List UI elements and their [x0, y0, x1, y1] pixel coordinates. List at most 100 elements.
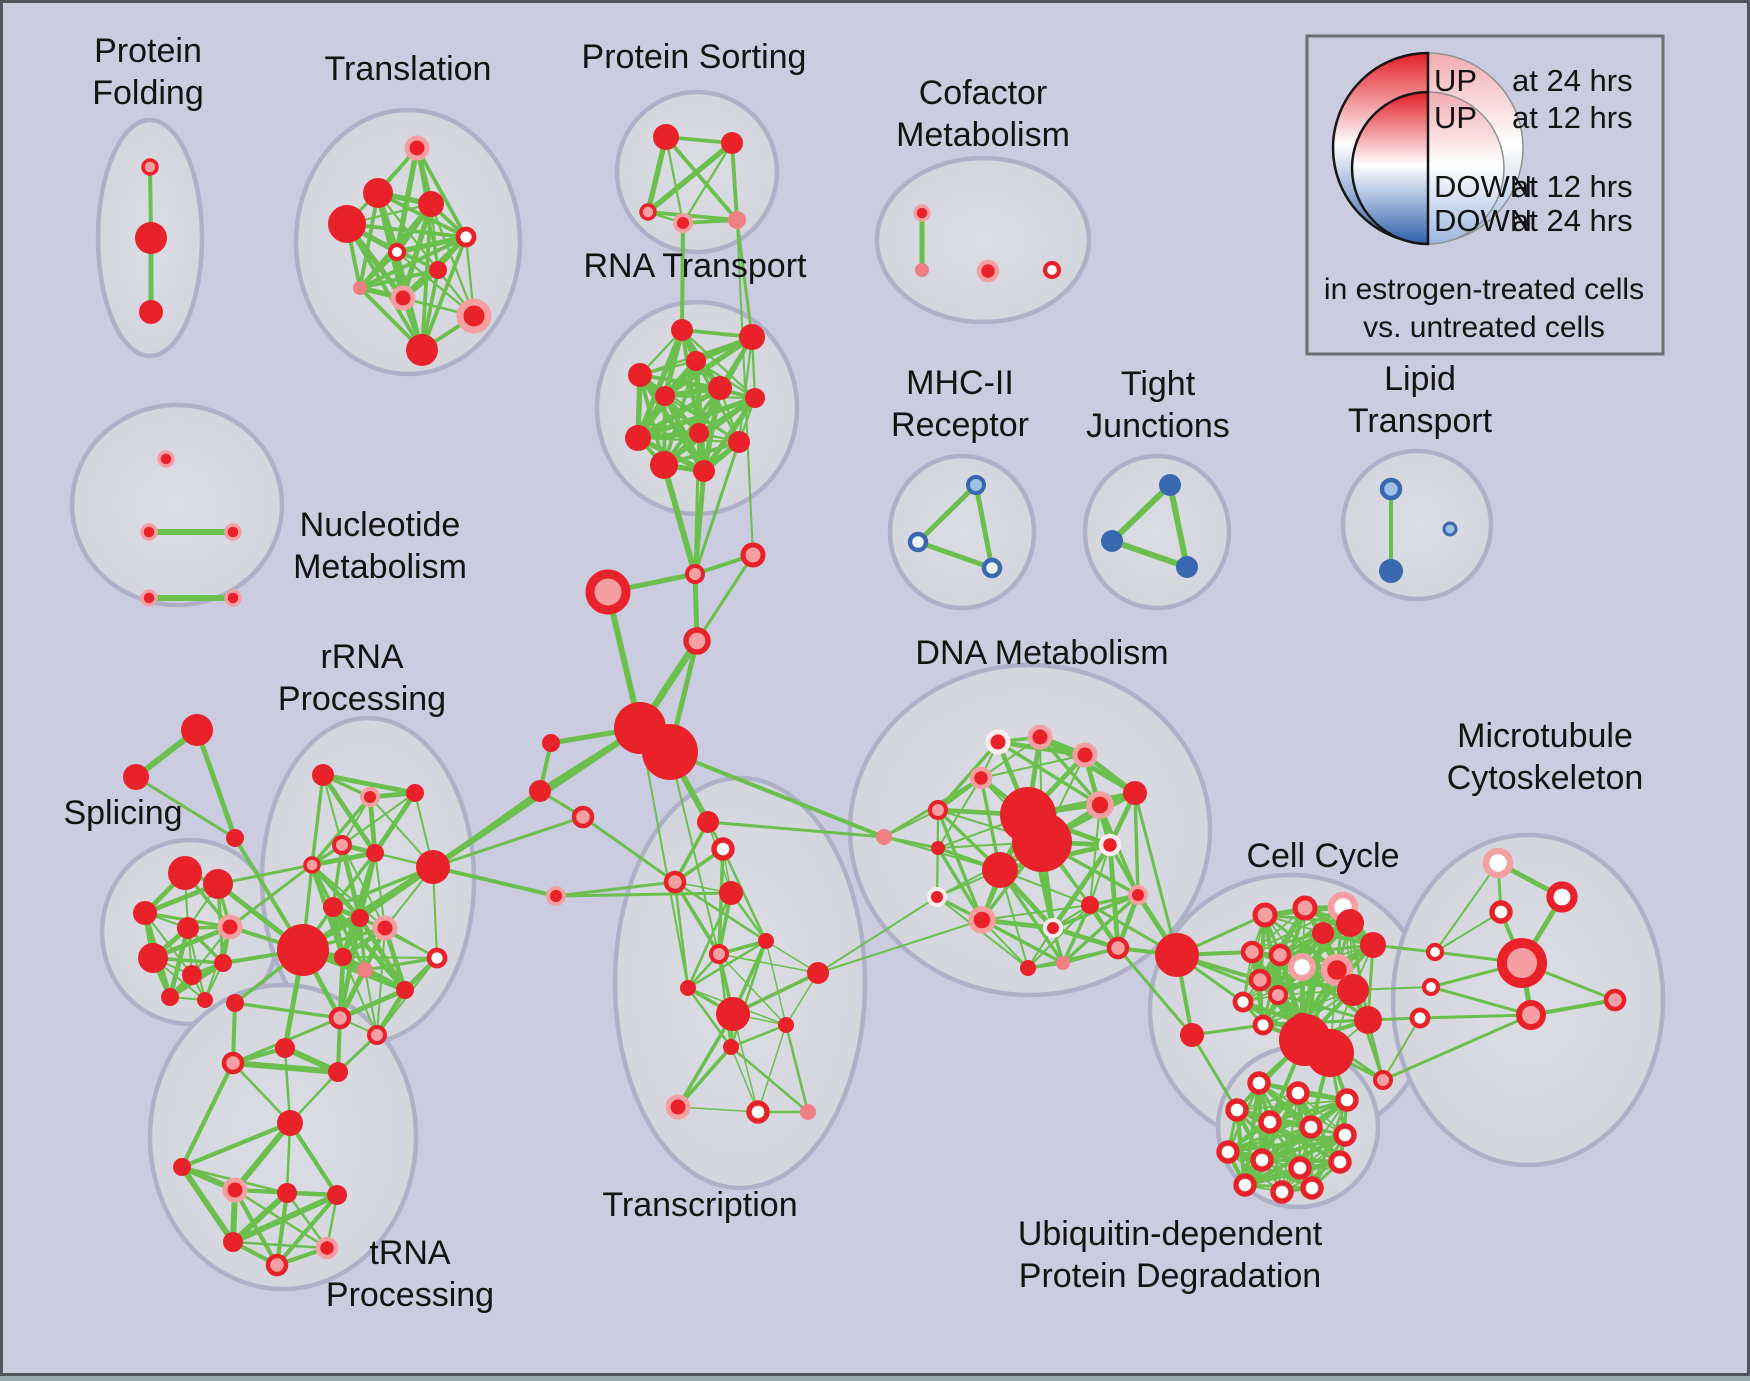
edge-ubiquitin-degradation [1268, 1098, 1349, 1124]
node-splicing-7 [214, 954, 232, 972]
inter-cluster-edge [735, 218, 754, 339]
node-dna-metabolism-17 [1106, 936, 1130, 960]
legend-up-24-label: UP [1434, 63, 1477, 98]
node-rrna-processing-10 [277, 924, 329, 976]
edge-cell-cycle [1348, 921, 1370, 1022]
node-translation-5 [387, 242, 407, 262]
edge-dna-metabolism [1107, 842, 1121, 951]
node-translation-2 [418, 191, 444, 217]
node-connector-14 [123, 764, 149, 790]
inter-cluster-edge [194, 727, 238, 841]
node-translation-6 [429, 261, 447, 279]
edge-transcription [718, 953, 787, 1026]
node-cell-cycle-13 [1252, 1014, 1274, 1036]
node-cell-cycle-10 [1320, 953, 1354, 987]
edge-translation [415, 146, 468, 239]
node-protein-folding-2 [139, 300, 163, 324]
edge-rrna-processing [310, 795, 372, 867]
edge-rrna-processing [337, 987, 408, 1021]
edge-cell-cycle [1278, 943, 1375, 957]
node-trna-processing-3 [277, 1110, 303, 1136]
edge-transcription [673, 820, 710, 884]
edge-tight-junctions [1109, 482, 1173, 544]
edge-trna-processing [232, 1120, 293, 1193]
edge-ubiquitin-degradation [1226, 1133, 1347, 1154]
edge-transcription [676, 1012, 735, 1109]
edge-transcription [686, 986, 733, 1049]
inter-cluster-edge [639, 727, 689, 989]
node-rna-transport-8 [625, 425, 651, 451]
node-transcription-3 [719, 881, 743, 905]
edge-trna-processing [179, 1164, 236, 1245]
edge-rrna-processing [374, 852, 386, 929]
cluster-label-cell-cycle-line0: Cell Cycle [1246, 837, 1399, 875]
edge-dna-metabolism [1061, 903, 1092, 965]
node-ubiquitin-degradation-4 [1258, 1110, 1282, 1134]
node-splicing-3 [177, 917, 199, 939]
node-translation-0 [404, 135, 430, 161]
node-rrna-processing-14 [328, 1006, 352, 1030]
cluster-label-mhc-ii-receptor-line0: MHC-II [906, 364, 1014, 402]
inter-cluster-edge [581, 815, 677, 884]
node-nucleotide-metabolism-3 [140, 589, 158, 607]
inter-cluster-edge [661, 462, 698, 577]
node-microtubule-cytoskeleton-2 [1489, 900, 1513, 924]
node-translation-4 [455, 226, 477, 248]
node-rna-transport-10 [650, 451, 678, 479]
node-translation-3 [328, 205, 366, 243]
edge-rrna-processing [331, 843, 344, 909]
node-nucleotide-metabolism-4 [224, 589, 242, 607]
node-rrna-processing-6 [416, 850, 450, 884]
cluster-label-rrna-processing-line0: rRNA [320, 638, 403, 676]
edge-trna-processing [274, 1192, 340, 1268]
node-transcription-6 [807, 962, 829, 984]
node-rna-transport-4 [708, 376, 732, 400]
node-transcription-11 [665, 1094, 691, 1120]
cluster-ellipse-mhc-ii-receptor [887, 453, 1037, 611]
node-ubiquitin-degradation-1 [1286, 1081, 1310, 1105]
edge-tight-junctions [1109, 538, 1190, 570]
edge-rrna-processing [342, 956, 438, 959]
edge-ubiquitin-degradation [1281, 1134, 1346, 1193]
edge-translation [400, 201, 434, 301]
inter-cluster-edge [883, 809, 939, 838]
node-splicing-6 [182, 965, 202, 985]
node-transcription-7 [680, 980, 696, 996]
node-dna-metabolism-14 [1043, 918, 1063, 938]
node-rrna-processing-4 [303, 856, 321, 874]
edge-rrna-processing [310, 773, 325, 867]
node-dna-metabolism-9 [931, 841, 945, 855]
cluster-label-tight-junctions-line1: Junctions [1086, 407, 1230, 445]
cluster-label-nucleotide-metabolism-line1: Metabolism [293, 548, 467, 586]
legend-footer-line1: in estrogen-treated cells [1324, 273, 1644, 306]
node-trna-processing-0 [221, 1051, 245, 1075]
edge-rrna-processing [320, 772, 418, 796]
edge-translation [358, 268, 440, 290]
node-nucleotide-metabolism-1 [140, 523, 158, 541]
legend-inner-ring-faded-half-icon [1427, 91, 1505, 245]
node-connector-3 [683, 627, 711, 655]
node-dna-metabolism-6 [1012, 812, 1072, 872]
node-protein-sorting-3 [673, 213, 693, 233]
inter-cluster-edge [695, 553, 755, 643]
edge-transcription [730, 1046, 759, 1113]
node-rrna-processing-13 [357, 962, 373, 978]
edge-translation [345, 222, 424, 352]
inter-cluster-edge [1190, 1033, 1239, 1112]
cluster-label-transcription-line0: Transcription [602, 1186, 797, 1224]
node-splicing-5 [138, 943, 168, 973]
node-trna-processing-9 [315, 1236, 339, 1260]
edge-protein-sorting [664, 135, 685, 225]
node-microtubule-cytoskeleton-6 [1516, 1000, 1546, 1030]
cluster-label-protein-folding-line0: Protein [94, 32, 202, 70]
cluster-label-trna-processing-line1: Processing [326, 1276, 494, 1314]
node-transcription-4 [758, 933, 774, 949]
cluster-ellipse-nucleotide-metabolism [69, 402, 285, 608]
node-lipid-transport-1 [1379, 559, 1403, 583]
edge-trna-processing [230, 1190, 290, 1245]
edge-trna-processing [179, 1060, 236, 1170]
edge-rrna-processing [311, 864, 386, 929]
node-connector-5 [642, 724, 698, 780]
